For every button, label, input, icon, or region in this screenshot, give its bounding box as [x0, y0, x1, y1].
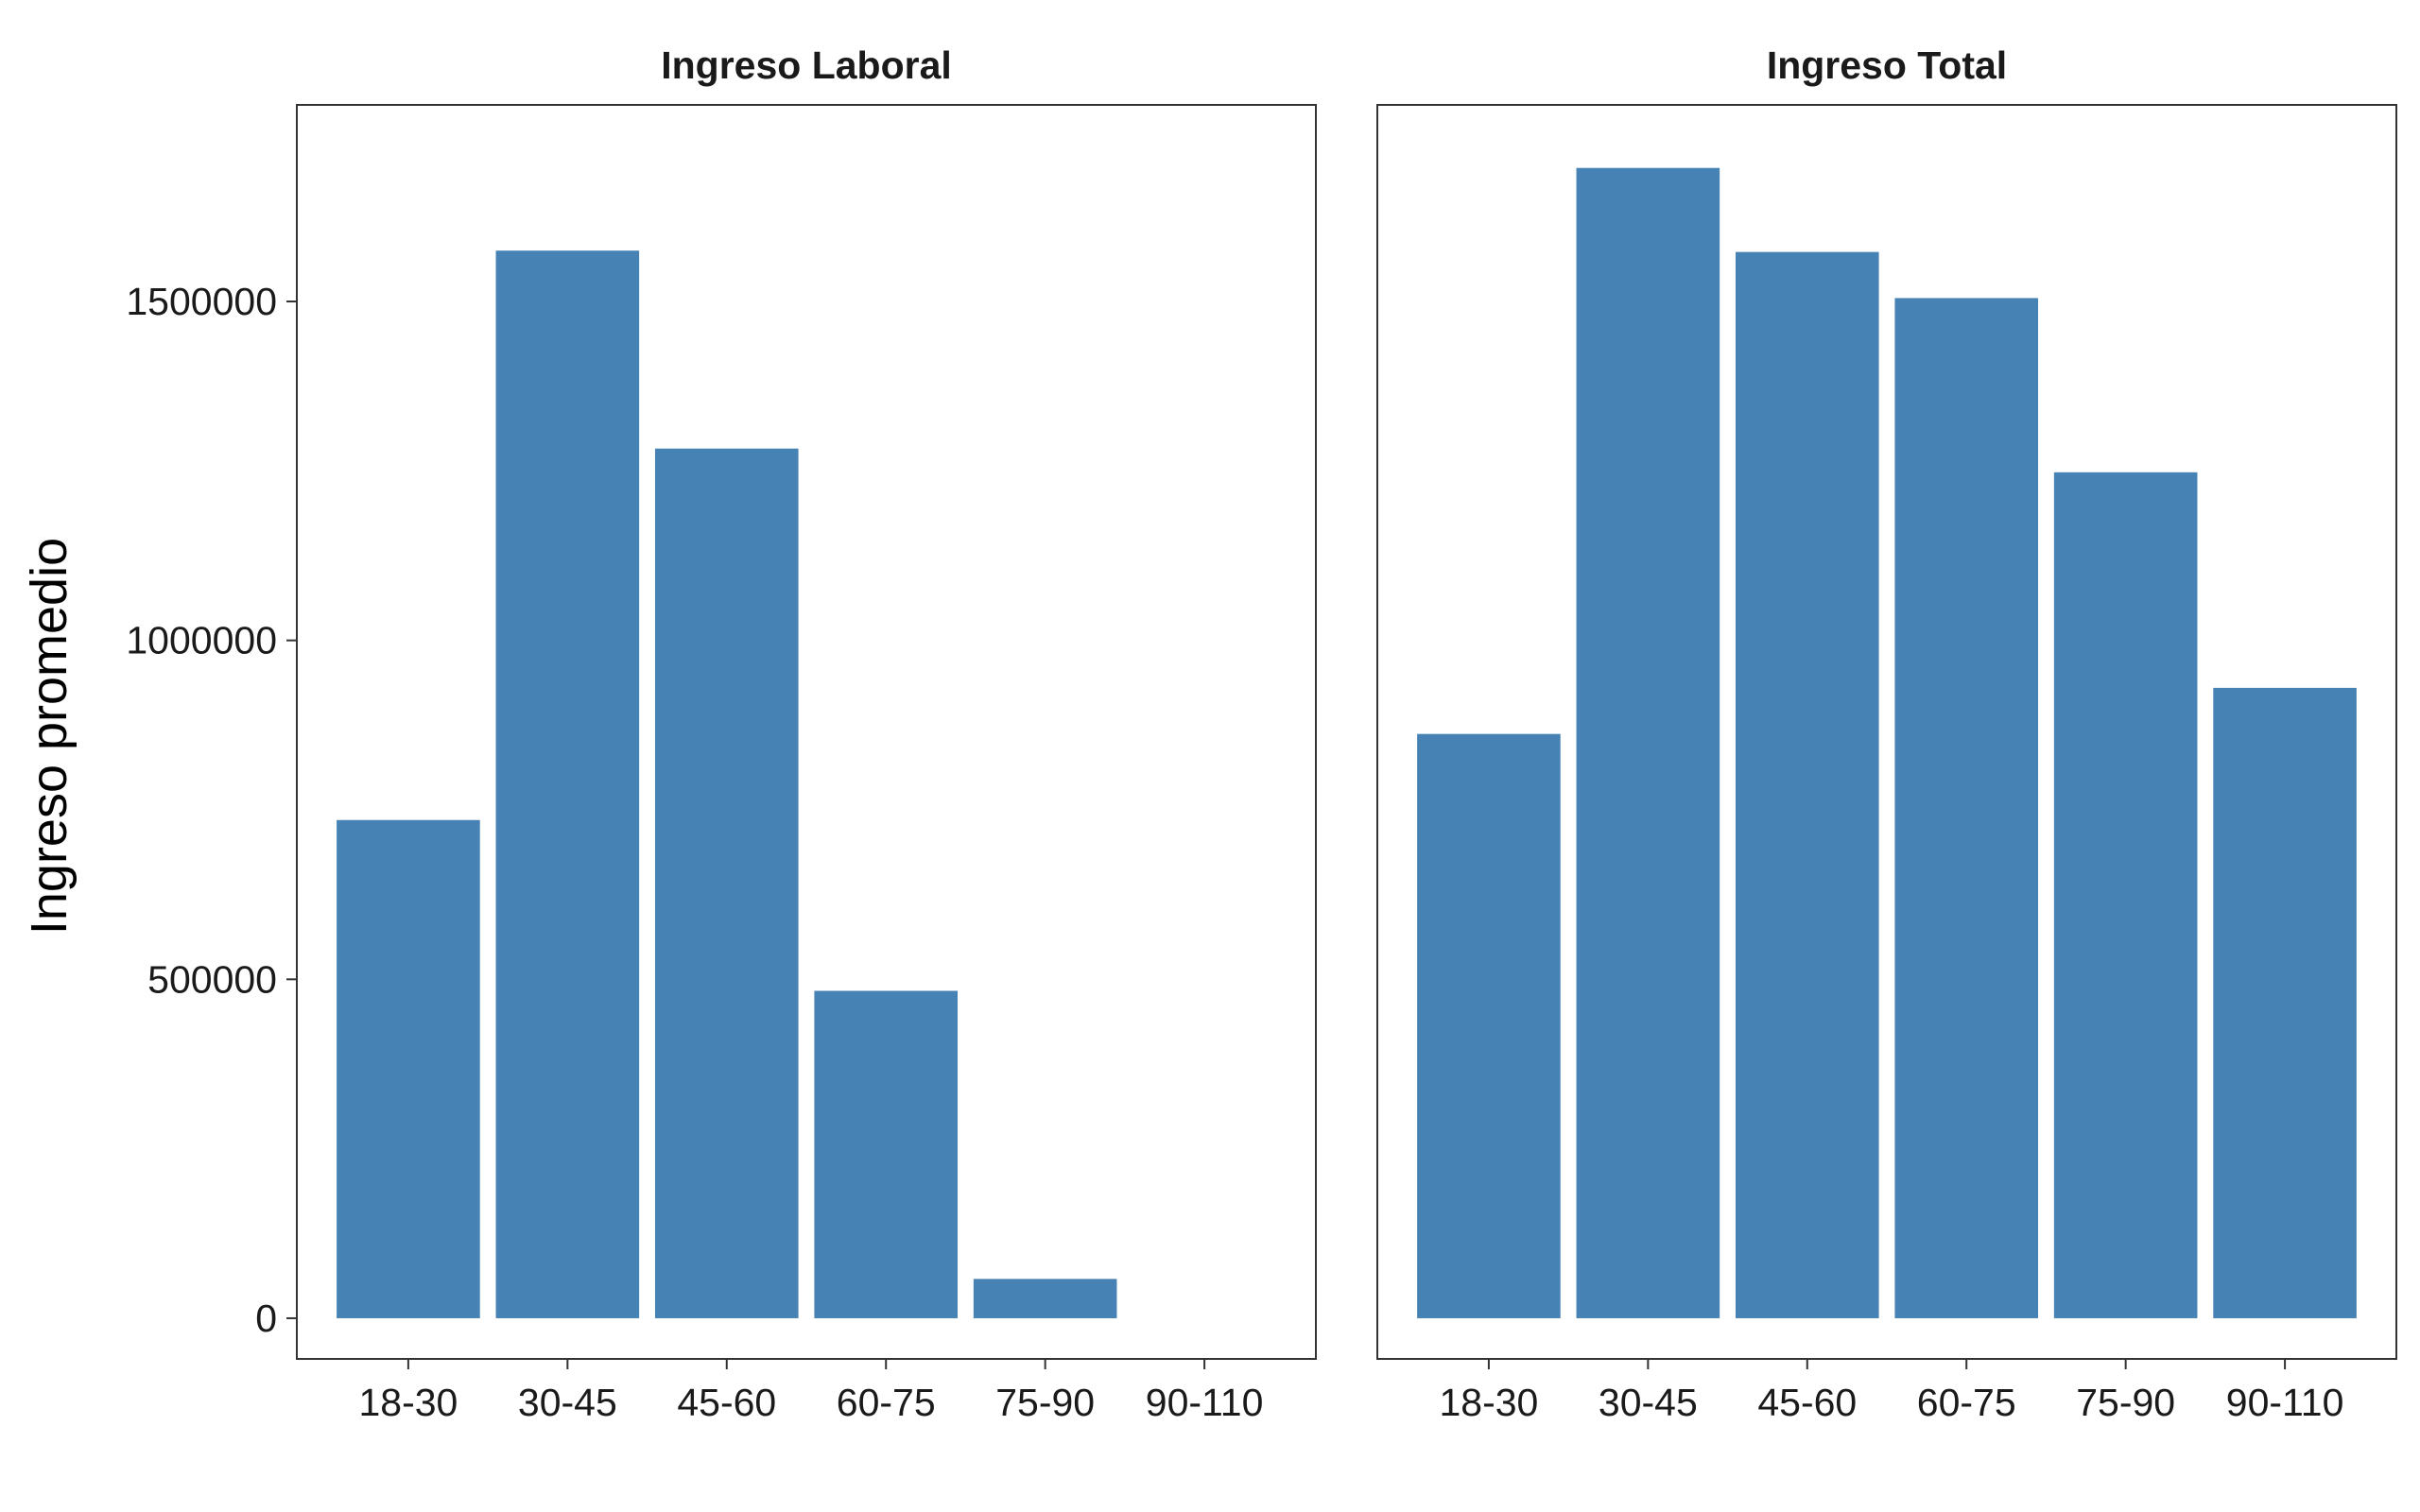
bar	[337, 819, 480, 1318]
x-tick-label: 45-60	[677, 1381, 776, 1424]
x-tick-label: 45-60	[1757, 1381, 1857, 1424]
bar	[2213, 687, 2357, 1318]
bar	[973, 1279, 1117, 1318]
x-tick-label: 90-110	[1146, 1381, 1264, 1424]
x-tick-label: 30-45	[518, 1381, 617, 1424]
panel-bars-left	[337, 250, 1117, 1318]
bar	[495, 250, 640, 1318]
x-axis-right: 18-30 30-45 45-60 60-75 75-90 90-110	[1439, 1359, 2343, 1424]
y-axis-title: Ingreso promedio	[21, 538, 78, 935]
panel-frame-right	[1376, 104, 2397, 1360]
x-tick-label: 18-30	[1439, 1381, 1538, 1424]
x-tick-label: 30-45	[1599, 1381, 1698, 1424]
bar	[654, 448, 799, 1318]
bar	[1417, 733, 1561, 1318]
x-tick-label: 75-90	[995, 1381, 1095, 1424]
bar	[2053, 472, 2198, 1318]
bar	[1576, 167, 1720, 1318]
y-tick-label: 0	[255, 1297, 277, 1340]
x-tick-label: 90-110	[2226, 1381, 2344, 1424]
bar	[1894, 298, 2039, 1318]
y-tick-label: 1500000	[126, 280, 277, 323]
panel-title-left: Ingreso Laboral	[661, 43, 952, 87]
y-tick-label: 1000000	[126, 619, 277, 662]
x-tick-label: 60-75	[1917, 1381, 2016, 1424]
bar	[1735, 251, 1879, 1318]
x-axis-left: 18-30 30-45 45-60 60-75 75-90 90-110	[358, 1359, 1263, 1424]
panel-frame-left	[296, 104, 1317, 1360]
panel-title-right: Ingreso Total	[1767, 43, 2007, 87]
y-tick-label: 500000	[147, 957, 277, 1001]
x-tick-label: 75-90	[2076, 1381, 2175, 1424]
y-axis: 0 500000 1000000 1500000	[126, 280, 297, 1340]
panel-bars-right	[1417, 167, 2357, 1318]
x-tick-label: 18-30	[358, 1381, 458, 1424]
x-tick-label: 60-75	[837, 1381, 936, 1424]
bar	[814, 990, 959, 1318]
